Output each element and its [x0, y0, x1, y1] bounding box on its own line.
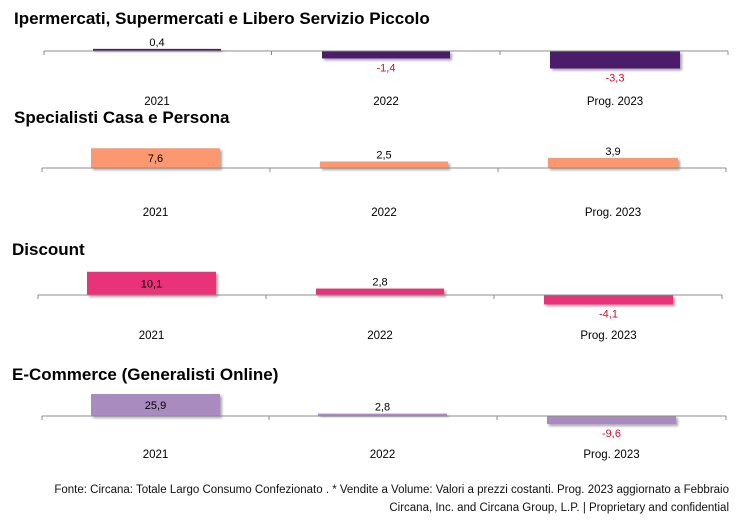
- category-label: 2021: [144, 96, 170, 108]
- data-label: 10,1: [141, 278, 162, 290]
- panel-title: Discount: [12, 240, 85, 259]
- data-label: 3,9: [605, 146, 620, 158]
- panel-title: Ipermercati, Supermercati e Libero Servi…: [14, 9, 430, 28]
- bar: [91, 148, 220, 168]
- bar: [318, 413, 447, 416]
- category-label: 2022: [373, 96, 399, 108]
- data-label: 7,6: [148, 153, 163, 165]
- data-label: -1,4: [377, 62, 396, 74]
- bar: [544, 295, 673, 305]
- category-label: 2021: [143, 449, 169, 461]
- bar: [547, 416, 676, 425]
- category-label: Prog. 2023: [580, 330, 636, 342]
- category-label: 2021: [143, 207, 169, 219]
- category-label: Prog. 2023: [587, 96, 643, 108]
- bar: [93, 48, 221, 51]
- data-label: -3,3: [606, 72, 625, 84]
- bar: [322, 51, 450, 59]
- category-label: 2022: [371, 207, 397, 219]
- bar: [316, 288, 444, 295]
- bar: [550, 51, 680, 69]
- category-label: 2022: [367, 330, 393, 342]
- data-label: 0,4: [149, 37, 164, 49]
- data-label: 2,5: [376, 150, 391, 162]
- panel-title: Specialisti Casa e Persona: [14, 108, 230, 127]
- data-label: 2,8: [372, 277, 387, 289]
- category-label: Prog. 2023: [583, 449, 639, 461]
- bar: [91, 393, 220, 416]
- category-label: Prog. 2023: [585, 207, 641, 219]
- copyright-note: Circana, Inc. and Circana Group, L.P. | …: [389, 502, 729, 514]
- bar: [87, 271, 216, 295]
- data-label: -4,1: [599, 308, 618, 320]
- bar: [320, 161, 448, 168]
- data-label: -9,6: [602, 428, 621, 440]
- source-note: Fonte: Circana: Totale Largo Consumo Con…: [54, 484, 729, 496]
- data-label: 2,8: [375, 402, 390, 414]
- category-label: 2021: [139, 330, 165, 342]
- data-label: 25,9: [145, 400, 166, 412]
- bar: [548, 157, 678, 168]
- category-label: 2022: [370, 449, 396, 461]
- panel-title: E-Commerce (Generalisti Online): [12, 365, 278, 384]
